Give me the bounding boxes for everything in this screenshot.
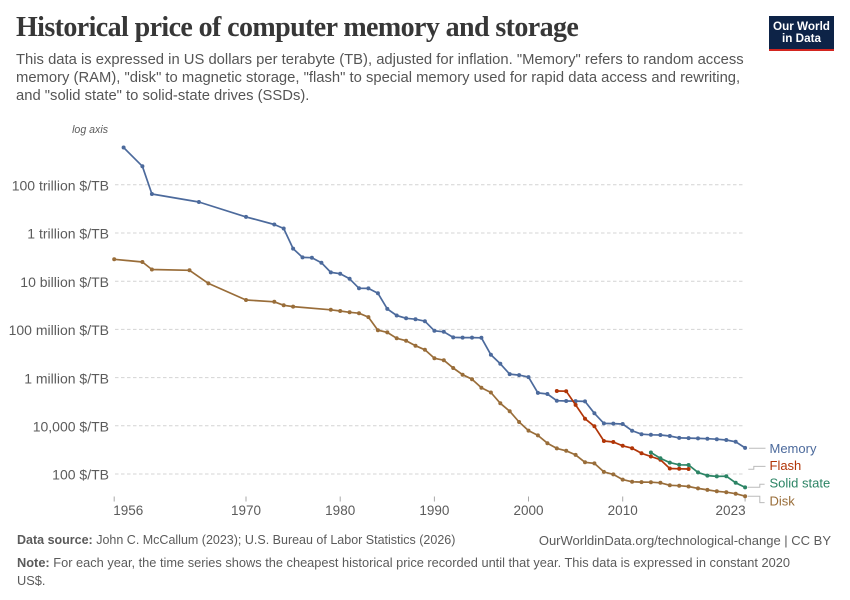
svg-text:100 trillion $/TB: 100 trillion $/TB <box>12 178 109 194</box>
svg-text:100 $/TB: 100 $/TB <box>52 467 109 483</box>
svg-text:log axis: log axis <box>72 124 109 136</box>
svg-text:1956: 1956 <box>113 503 143 518</box>
svg-text:1 trillion $/TB: 1 trillion $/TB <box>27 226 109 242</box>
svg-text:10 billion $/TB: 10 billion $/TB <box>20 274 109 290</box>
svg-text:Disk: Disk <box>770 494 796 509</box>
svg-text:1990: 1990 <box>419 503 449 518</box>
svg-text:Solid state: Solid state <box>770 476 831 491</box>
svg-text:10,000 $/TB: 10,000 $/TB <box>33 419 109 435</box>
svg-text:2000: 2000 <box>513 503 543 518</box>
svg-text:2023: 2023 <box>716 503 746 518</box>
svg-text:Flash: Flash <box>770 458 802 473</box>
svg-text:1980: 1980 <box>325 503 355 518</box>
svg-text:100 million $/TB: 100 million $/TB <box>9 322 109 338</box>
svg-text:2010: 2010 <box>608 503 638 518</box>
svg-text:Memory: Memory <box>770 441 817 456</box>
svg-text:1 million $/TB: 1 million $/TB <box>24 370 109 386</box>
svg-text:1970: 1970 <box>231 503 261 518</box>
